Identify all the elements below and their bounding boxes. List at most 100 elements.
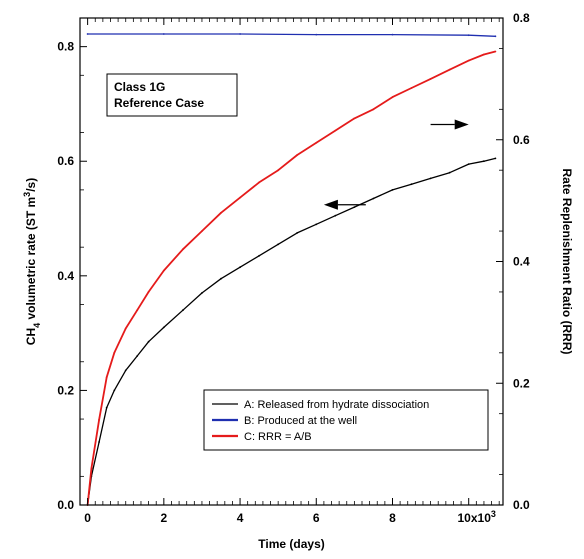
series-point — [124, 369, 127, 372]
y-left-title-subscript: 4 — [32, 323, 42, 328]
legend-frame — [203, 389, 489, 451]
y-right-tick-label: 0.4 — [513, 255, 530, 269]
arrow-left — [323, 199, 366, 210]
series-point — [105, 406, 108, 409]
series-point — [334, 129, 337, 132]
x-tick-label: 2 — [160, 511, 167, 525]
x-tick-label: 6 — [313, 511, 320, 525]
series-point — [494, 157, 497, 160]
series-point — [162, 269, 165, 272]
series-point — [467, 34, 470, 37]
series-point — [353, 206, 356, 209]
labels-layer: Time (days) CH4 volumetric rate (ST m3/s… — [22, 168, 574, 551]
y-left-title-part: /s) — [24, 178, 38, 192]
series-point — [182, 248, 184, 251]
arrow-head — [454, 119, 469, 130]
series-point — [315, 33, 318, 36]
ticks-layer: 0 2 4 6 8 10x103 0.0 0.2 0.4 0.6 0.8 0.0 0.2 0.4 0.6 0.… — [57, 11, 530, 525]
series-point — [494, 35, 497, 38]
series-point — [353, 117, 356, 120]
x-tick-label: 8 — [389, 511, 396, 525]
series-point — [494, 50, 497, 53]
series-point — [90, 467, 93, 470]
y-axis-left-title: CH4 volumetric rate (ST m3/s) — [22, 178, 42, 345]
series-point — [136, 309, 139, 312]
series-point — [162, 33, 165, 35]
series-point — [483, 160, 485, 163]
series-point — [372, 108, 375, 111]
series-point — [391, 33, 394, 36]
series-point — [391, 189, 394, 191]
series-point — [334, 214, 337, 217]
series-point — [105, 376, 108, 379]
series-point — [113, 351, 116, 354]
y-left-tick-label: 0.4 — [57, 269, 74, 283]
series-point — [239, 196, 242, 199]
annotation-line: Class 1G — [114, 80, 165, 94]
series-point — [429, 177, 432, 180]
y-left-tick-label: 0.0 — [57, 498, 74, 512]
series-point — [448, 171, 451, 174]
arrow-head — [323, 199, 338, 210]
series-point — [258, 181, 260, 184]
y-right-tick-label: 0.8 — [513, 11, 530, 25]
series-point — [277, 169, 280, 172]
series-point — [467, 163, 470, 166]
y-left-tick-label: 0.6 — [57, 154, 74, 168]
y-left-title-part: CH — [24, 328, 38, 345]
series-point — [372, 197, 375, 200]
legend-label: A: Released from hydrate dissociation — [244, 399, 429, 411]
y-left-tick-label: 0.2 — [57, 383, 74, 397]
annotation-line: Reference Case — [114, 96, 204, 110]
series-point — [448, 68, 451, 71]
legend-label: C: RRR = A/B — [244, 431, 312, 443]
y-left-title-superscript: 3 — [22, 192, 32, 197]
legend-label: B: Produced at the well — [244, 415, 357, 427]
arrow-right — [430, 119, 469, 130]
series-point — [162, 326, 165, 329]
series-point — [483, 53, 485, 56]
series-point — [98, 441, 100, 443]
series-point — [182, 309, 184, 312]
x-tick-label: 4 — [237, 511, 244, 525]
series-point — [410, 87, 413, 89]
x-tick-label: 0 — [84, 511, 91, 525]
series-point — [220, 211, 222, 214]
y-left-tick-label: 0.8 — [57, 40, 74, 54]
y-left-title-part: volumetric rate (ST m — [24, 197, 38, 323]
series-point — [147, 291, 150, 293]
legend: A: Released from hydrate dissociation B: … — [203, 389, 489, 451]
y-right-tick-label: 0.2 — [513, 376, 530, 390]
series-point — [147, 340, 150, 343]
series-point — [239, 266, 242, 269]
series-point — [113, 389, 116, 392]
series-point — [315, 141, 318, 144]
y-right-tick-label: 0.0 — [513, 498, 530, 512]
series-point — [201, 230, 203, 233]
arrows-layer — [323, 119, 469, 210]
series-point — [467, 59, 470, 62]
series-point — [220, 277, 222, 280]
series-point — [124, 327, 127, 330]
series-point — [98, 418, 100, 421]
x-tick-label: 10x103 — [458, 509, 496, 525]
series-point — [315, 223, 318, 226]
y-axis-right-title: Rate Replenishment Ratio (RRR) — [560, 168, 574, 354]
series-point — [201, 292, 203, 294]
x-axis-title: Time (days) — [258, 537, 324, 551]
series-point — [391, 96, 394, 98]
annotation-frame — [106, 73, 238, 117]
series-point — [277, 243, 280, 246]
y-right-tick-label: 0.6 — [513, 133, 530, 147]
series-point — [429, 78, 432, 80]
plot-layer — [86, 33, 497, 506]
series-point — [296, 154, 299, 156]
series-point — [258, 254, 260, 257]
series-point — [136, 355, 139, 357]
series-point — [296, 232, 299, 234]
annotation-box: Class 1G Reference Case — [106, 73, 238, 117]
series-point — [410, 183, 413, 186]
series-point — [239, 33, 242, 35]
